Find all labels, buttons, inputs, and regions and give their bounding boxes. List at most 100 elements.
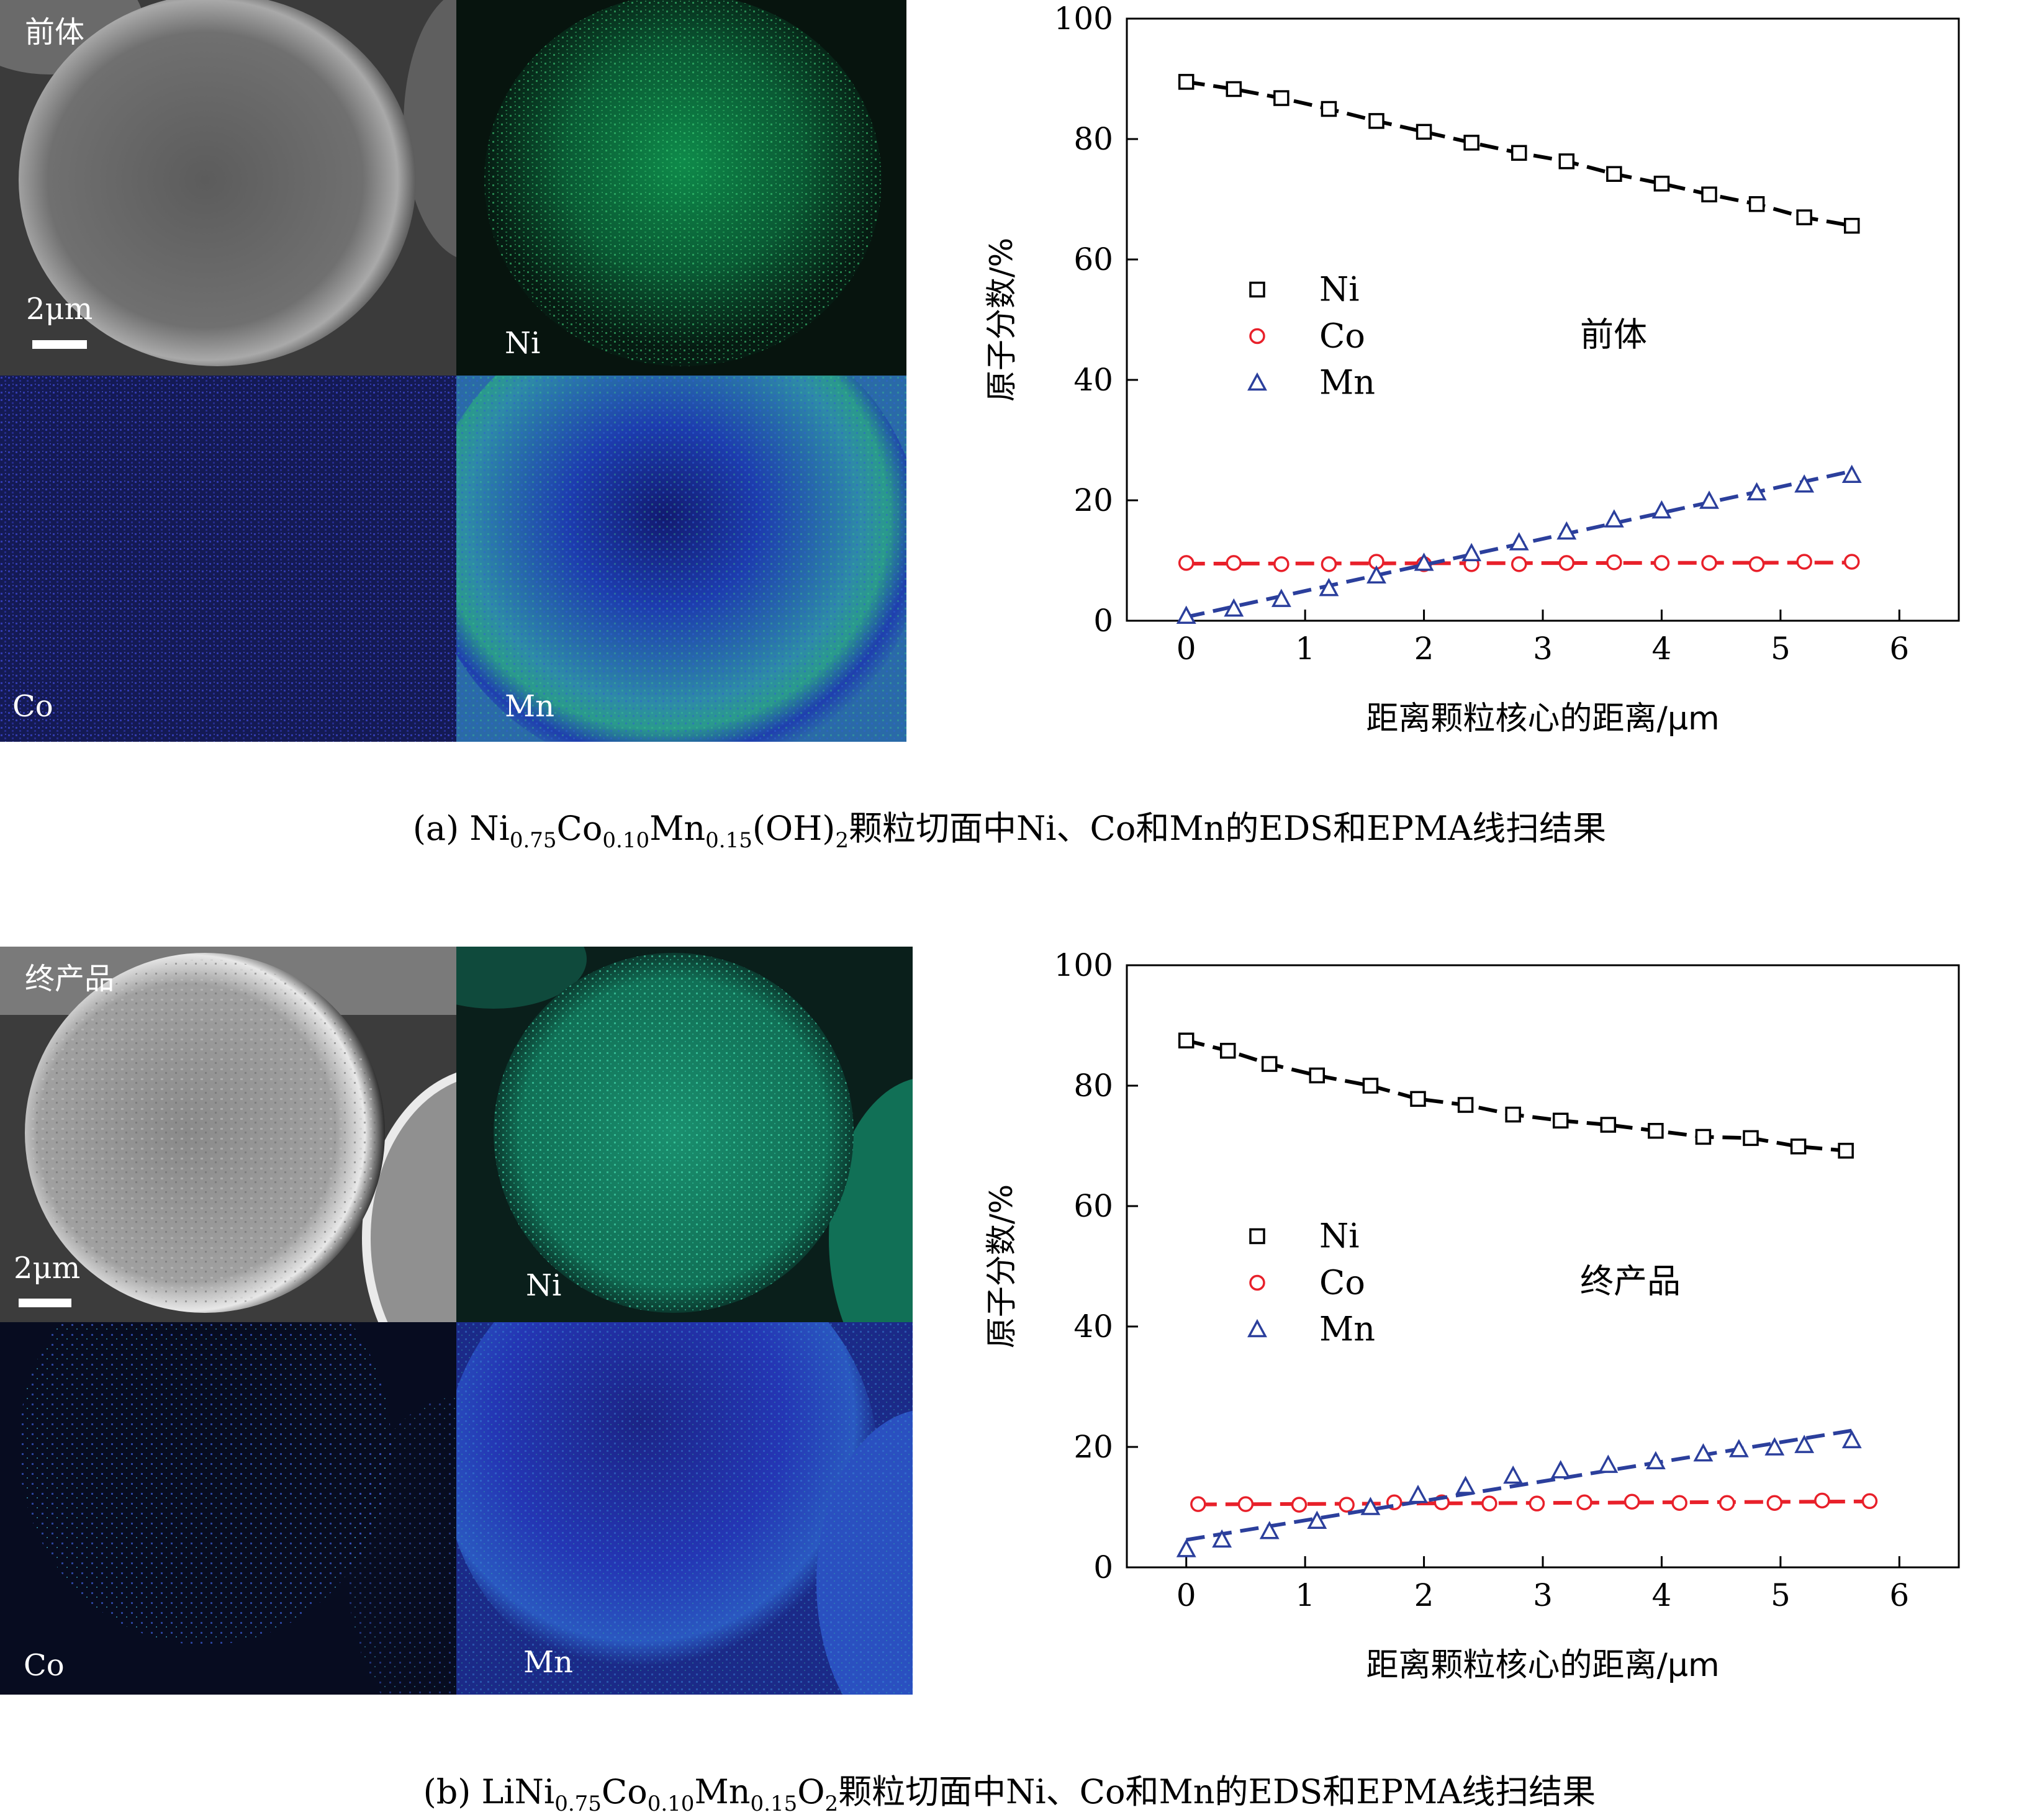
data-point-ni <box>1606 166 1622 182</box>
data-point-ni <box>1843 217 1860 234</box>
caption-a: (a) Ni0.75Co0.10Mn0.15(OH)2颗粒切面中Ni、Co和Mn… <box>0 801 2019 853</box>
caption-subscript: 0.15 <box>750 1791 798 1816</box>
data-point-co <box>1576 1494 1592 1510</box>
data-point-mn <box>1509 532 1529 551</box>
data-point-co <box>1671 1495 1687 1511</box>
data-point-co <box>1190 1496 1206 1512</box>
caption-subscript: 2 <box>824 1791 839 1816</box>
data-point-mn <box>1841 1430 1862 1449</box>
caption-subscript: 0.15 <box>705 827 752 853</box>
data-point-co <box>1481 1495 1497 1511</box>
caption-subscript: 0.10 <box>647 1791 695 1816</box>
legend-label-ni: Ni <box>1319 1217 1360 1256</box>
data-point-ni <box>1457 1097 1474 1113</box>
line-scan-chart-precursor: 原子分数/% 0 1 2 3 4 5 6020406080100距离颗粒核心的距离/μmNi… <box>983 1 1960 737</box>
data-point-ni <box>1178 1032 1195 1048</box>
legend-label-mn: Mn <box>1319 1310 1375 1349</box>
data-point-ni <box>1410 1091 1426 1107</box>
mn-map-final: Mn <box>456 1322 913 1695</box>
x-tick-label: 4 <box>1652 1577 1672 1613</box>
data-point-co <box>1321 556 1337 572</box>
x-tick-label: 1 <box>1295 1577 1315 1613</box>
x-tick-label: 3 <box>1533 631 1553 667</box>
plot-frame <box>1126 964 1960 1569</box>
caption-subscript: 2 <box>835 827 849 853</box>
data-point-co <box>1178 555 1195 571</box>
data-point-co <box>1529 1495 1545 1511</box>
caption-subscript: 0.75 <box>554 1791 602 1816</box>
caption-subscript: 0.10 <box>602 827 650 853</box>
data-point-ni <box>1321 101 1337 117</box>
caption-prefix: (a) <box>412 809 470 848</box>
data-point-mn <box>1550 1460 1571 1479</box>
sem-image-final: 终产品 2μm <box>0 947 456 1322</box>
data-point-mn <box>1794 474 1815 493</box>
data-point-co <box>1511 556 1527 572</box>
y-tick-label: 0 <box>1093 603 1113 639</box>
x-tick-label: 1 <box>1295 631 1315 667</box>
y-tick-label: 100 <box>1054 1 1113 37</box>
caption-prefix: (b) <box>423 1772 482 1811</box>
ni-map-label: Ni <box>526 1268 562 1303</box>
x-axis-label: 距离颗粒核心的距离/μm <box>1366 1647 1719 1684</box>
data-point-mn <box>1598 1454 1619 1473</box>
caption-formula-part: Co <box>601 1772 648 1811</box>
scale-bar <box>19 1299 71 1307</box>
data-point-mn <box>1307 1510 1327 1529</box>
data-point-co <box>1701 555 1717 571</box>
data-point-co <box>1558 555 1575 571</box>
data-point-mn <box>1651 500 1672 519</box>
data-point-mn <box>1414 552 1434 571</box>
co-map-final: Co <box>0 1322 456 1695</box>
y-tick-label: 0 <box>1093 1549 1113 1585</box>
data-point-mn <box>1693 1443 1714 1462</box>
data-point-mn <box>1319 577 1339 597</box>
data-point-mn <box>1699 490 1719 509</box>
data-point-mn <box>1461 543 1482 562</box>
data-point-mn <box>1645 1451 1666 1470</box>
data-point-mn <box>1455 1475 1476 1494</box>
y-tick-label: 80 <box>1073 1068 1113 1104</box>
data-point-co <box>1766 1495 1783 1511</box>
legend-marker-co <box>1249 328 1265 345</box>
data-point-co <box>1814 1492 1830 1509</box>
caption-formula-part: LiNi <box>481 1772 555 1811</box>
data-point-ni <box>1748 196 1765 212</box>
data-point-ni <box>1505 1106 1521 1123</box>
data-point-co <box>1339 1497 1355 1513</box>
x-tick-label: 3 <box>1533 1577 1553 1613</box>
y-tick-label: 60 <box>1073 1188 1113 1224</box>
mn-map-label: Mn <box>505 689 555 724</box>
data-point-ni <box>1695 1128 1712 1145</box>
data-point-mn <box>1408 1484 1428 1503</box>
caption-formula-part: Mn <box>694 1772 751 1811</box>
data-point-mn <box>1841 464 1862 484</box>
legend-marker-ni <box>1249 1228 1265 1245</box>
data-point-mn <box>1503 1465 1524 1484</box>
legend-label-mn: Mn <box>1319 363 1375 402</box>
data-point-co <box>1273 556 1290 572</box>
data-point-mn <box>1366 565 1386 583</box>
y-tick-label: 40 <box>1073 1309 1113 1345</box>
data-point-ni <box>1511 145 1527 161</box>
data-point-mn <box>1728 1439 1749 1457</box>
data-point-ni <box>1261 1056 1278 1072</box>
mn-map-precursor: Mn <box>456 376 906 742</box>
data-point-ni <box>1219 1042 1236 1059</box>
y-tick-label: 20 <box>1073 482 1113 518</box>
data-point-co <box>1291 1497 1308 1513</box>
data-point-mn <box>1604 509 1624 528</box>
data-point-ni <box>1178 74 1195 90</box>
data-point-mn <box>1556 521 1577 540</box>
legend-marker-co <box>1249 1274 1265 1291</box>
legend-label-ni: Ni <box>1319 270 1360 309</box>
fit-line-mn <box>1186 1428 1853 1542</box>
data-point-co <box>1719 1495 1735 1511</box>
chart-annotation: 终产品 <box>1580 1261 1681 1300</box>
data-point-mn <box>1746 482 1767 501</box>
scale-bar-label: 2μm <box>26 292 93 327</box>
caption-formula-part: Mn <box>649 809 706 848</box>
x-tick-label: 0 <box>1177 631 1196 667</box>
y-tick-label: 60 <box>1073 241 1113 277</box>
y-tick-label: 100 <box>1054 947 1113 983</box>
